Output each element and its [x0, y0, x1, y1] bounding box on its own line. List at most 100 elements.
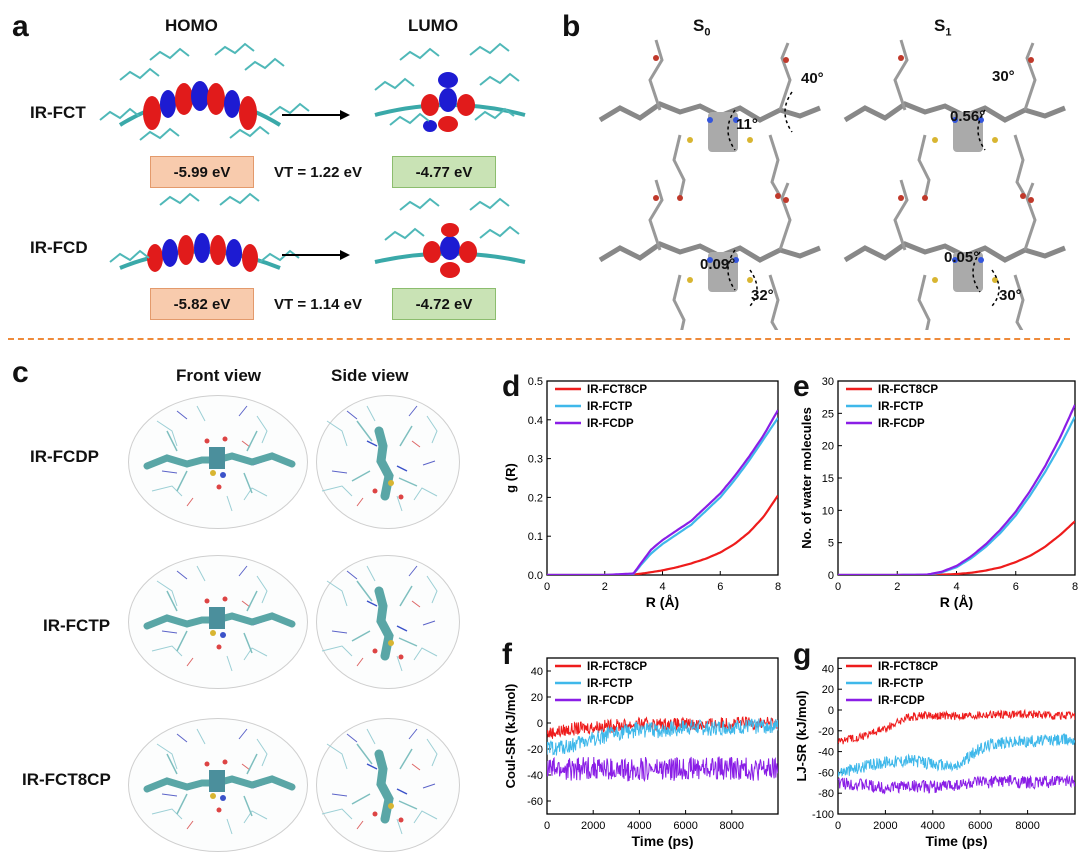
series-line-ir-fctp	[547, 417, 778, 575]
series-line-ir-fct8cp	[547, 494, 778, 575]
y-tick-label: 20	[531, 692, 543, 704]
conformer-structures	[560, 30, 1080, 330]
chart-g: 0 2000 4000 6000 8000 -100 -80 -60 -40 -20 0 20 40 Ti…	[794, 657, 1076, 849]
y-tick-label: 10	[822, 505, 834, 517]
angle-ir-fcd-s1-outer: 30°	[999, 287, 1022, 304]
y-axis-label: g (R)	[503, 463, 518, 493]
series-line-ir-fct8cp	[838, 708, 1075, 745]
panel-label-a: a	[12, 10, 29, 43]
plot-frame-f	[546, 657, 779, 815]
y-tick-label: -20	[818, 726, 834, 738]
series-line-ir-fcdp	[838, 404, 1075, 575]
x-tick-label: 2	[894, 581, 900, 593]
chart-e: 0 2 4 6 8 0 5 10 15 20 25 30 R (Å) No. of water molec…	[799, 376, 1078, 610]
x-tick-label: 6	[717, 581, 723, 593]
angle-ir-fcd-s0-inner: 0.09°	[700, 256, 736, 273]
y-tick-label: 0.4	[528, 415, 543, 427]
x-axis-label: Time (ps)	[632, 833, 694, 849]
homo-orbital-ir-fct	[99, 43, 310, 141]
y-tick-label: 0.1	[528, 531, 543, 543]
legend-label: IR-FCTP	[587, 401, 633, 413]
transition-arrow-ir-fcd	[282, 250, 350, 260]
y-tick-label: 0	[828, 705, 834, 717]
y-tick-label: 0.3	[528, 454, 543, 466]
x-tick-label: 0	[544, 581, 550, 593]
lumo-orbital-ir-fcd	[374, 198, 526, 278]
panel-label-g: g	[793, 638, 812, 671]
x-tick-label: 6	[1013, 581, 1019, 593]
x-tick-label: 4	[953, 581, 959, 593]
legend-label: IR-FCDP	[878, 418, 925, 430]
side-view-ir-fct8cp	[316, 718, 460, 852]
legend-label: IR-FCT8CP	[878, 384, 938, 396]
legend-label: IR-FCTP	[587, 678, 633, 690]
y-axis-label: LJ-SR (kJ/mol)	[794, 690, 809, 781]
y-axis-label: Coul-SR (kJ/mol)	[503, 684, 518, 789]
homo-energy-ir-fcd: -5.82 eV	[150, 288, 254, 320]
y-tick-label: 5	[828, 538, 834, 550]
y-axis-label: No. of water molecules	[799, 407, 814, 549]
x-tick-label: 2000	[873, 820, 897, 832]
s1-header: S1	[934, 16, 952, 39]
x-axis-label: R (Å)	[646, 594, 679, 610]
x-tick-label: 8000	[720, 820, 744, 832]
y-tick-label: 40	[822, 663, 834, 675]
chart-d: 0 2 4 6 8 0.0 0.1 0.2 0.3 0.4 0.5 R (Å) g (R) IR-FCT8…	[503, 376, 781, 610]
series-line-ir-fcdp	[838, 774, 1075, 795]
y-tick-label: -40	[818, 747, 834, 759]
series-line-ir-fcdp	[547, 409, 778, 575]
lumo-orbital-ir-fct	[374, 43, 526, 132]
y-tick-label: -60	[527, 796, 543, 808]
x-tick-label: 4	[659, 581, 665, 593]
y-tick-label: -80	[818, 788, 834, 800]
angle-ir-fct-s1-inner: 0.56°	[950, 108, 986, 125]
s0-header: S0	[693, 16, 711, 39]
x-tick-label: 6000	[968, 820, 992, 832]
y-tick-label: 0.2	[528, 492, 543, 504]
x-tick-label: 0	[835, 820, 841, 832]
series-line-ir-fct8cp	[547, 716, 778, 739]
series-line-ir-fctp	[838, 733, 1075, 778]
x-tick-label: 8000	[1015, 820, 1039, 832]
x-tick-label: 2000	[581, 820, 605, 832]
series-line-ir-fct8cp	[838, 520, 1075, 575]
side-view-ir-fctp	[316, 555, 460, 689]
x-tick-label: 4000	[921, 820, 945, 832]
lumo-energy-ir-fct: -4.77 eV	[392, 156, 496, 188]
y-tick-label: -40	[527, 770, 543, 782]
y-tick-label: 20	[822, 441, 834, 453]
chart-f: 0 2000 4000 6000 8000 -60 -40 -20 0 20 40 Time (ps)…	[503, 657, 779, 849]
side-view-header: Side view	[331, 366, 409, 385]
vertical-transition-ir-fct: VT = 1.22 eV	[274, 164, 362, 181]
panel-label-b: b	[562, 10, 581, 43]
legend-label: IR-FCDP	[587, 418, 634, 430]
plot-frame-d	[546, 380, 779, 576]
section-divider	[8, 338, 1070, 340]
series-line-ir-fctp	[547, 718, 778, 756]
vertical-transition-ir-fcd: VT = 1.14 eV	[274, 296, 362, 313]
y-tick-label: 0.5	[528, 376, 543, 388]
angle-ir-fct-s1-outer: 30°	[992, 68, 1015, 85]
front-view-header: Front view	[176, 366, 262, 385]
panel-label-c: c	[12, 356, 29, 389]
plot-frame-e	[837, 380, 1076, 576]
y-tick-label: 40	[531, 666, 543, 678]
molecule-label-ir-fcdp: IR-FCDP	[30, 447, 99, 466]
legend-label: IR-FCDP	[878, 695, 925, 707]
x-tick-label: 0	[835, 581, 841, 593]
x-tick-label: 4000	[627, 820, 651, 832]
panel-label-e: e	[793, 370, 810, 403]
molecule-label-ir-fct8cp: IR-FCT8CP	[22, 770, 111, 789]
molecule-label-ir-fct: IR-FCT	[30, 103, 86, 122]
x-tick-label: 8	[1072, 581, 1078, 593]
side-view-ir-fcdp	[316, 395, 460, 529]
lumo-energy-ir-fcd: -4.72 eV	[392, 288, 496, 320]
x-tick-label: 8	[775, 581, 781, 593]
y-tick-label: 20	[822, 684, 834, 696]
legend-label: IR-FCTP	[878, 678, 924, 690]
panel-label-d: d	[502, 370, 521, 403]
angle-ir-fct-s0-inner: 11°	[736, 116, 758, 133]
panel-label-f: f	[502, 638, 512, 671]
y-tick-label: 30	[822, 376, 834, 388]
homo-header: HOMO	[165, 16, 218, 35]
